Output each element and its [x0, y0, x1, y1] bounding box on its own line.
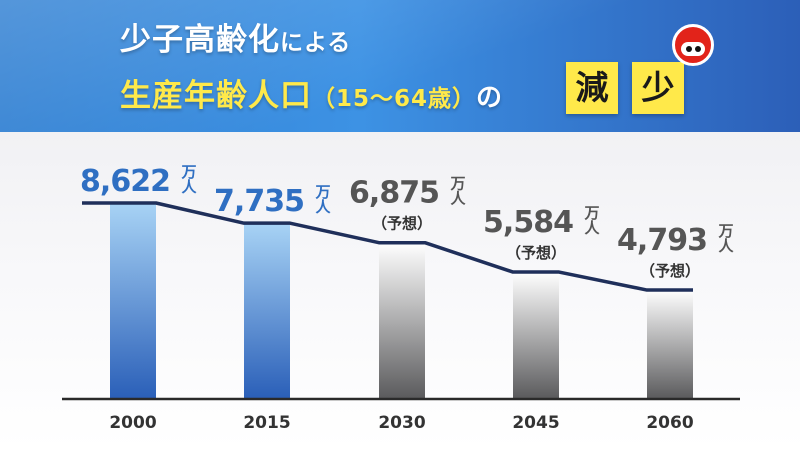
unit-label-nin-2060: 人 [718, 237, 734, 255]
trend-line [82, 201, 693, 292]
title-line-2: 生産年齢人口（15〜64歳）の [120, 70, 503, 115]
x-tick-label-2015: 2015 [243, 413, 290, 433]
x-tick-label-2000: 2000 [109, 413, 156, 433]
unit-label-man-2045: 万 [583, 204, 599, 222]
unit-label-man-2030: 万 [449, 175, 465, 193]
title-banner: 少子高齢化による 生産年齢人口（15〜64歳）の 減 少 [0, 0, 800, 132]
forecast-note-2045: （予想） [506, 244, 566, 262]
mascot-eye-right [695, 46, 701, 52]
bar-2030 [379, 242, 425, 399]
title-highlight-decrease-2: 少 [632, 62, 684, 114]
data-label-2000: 8,622 [80, 164, 170, 199]
x-tick-label-2030: 2030 [378, 413, 425, 433]
unit-label-nin-2000: 人 [181, 178, 197, 196]
bar-2015 [244, 223, 290, 399]
mascot-icon [672, 24, 714, 66]
x-tick-label-2045: 2045 [512, 413, 559, 433]
title-line-1-main: 少子高齢化 [120, 22, 280, 58]
unit-label-nin-2045: 人 [584, 219, 600, 237]
title-line-2-main: 生産年齢人口 [120, 78, 312, 114]
bars-layer [110, 203, 693, 399]
title-age-range: （15〜64歳） [312, 86, 477, 112]
unit-label-man-2000: 万 [180, 163, 196, 181]
title-particle: の [476, 83, 504, 113]
mascot-face [681, 42, 705, 56]
title-line-1-suffix: による [280, 30, 352, 56]
data-label-2015: 7,735 [214, 184, 304, 219]
bar-2000 [110, 203, 156, 399]
unit-label-nin-2030: 人 [450, 190, 466, 208]
unit-label-nin-2015: 人 [315, 198, 331, 216]
data-label-2030: 6,875 [349, 176, 439, 211]
bar-2045 [513, 272, 559, 399]
x-tick-label-2060: 2060 [646, 413, 693, 433]
forecast-note-2060: （予想） [640, 262, 700, 280]
data-label-2060: 4,793 [617, 223, 707, 258]
unit-label-man-2015: 万 [314, 183, 330, 201]
unit-label-man-2060: 万 [717, 222, 733, 240]
mascot-eye-left [686, 46, 692, 52]
data-label-2045: 5,584 [483, 205, 573, 240]
bar-2060 [647, 290, 693, 399]
title-line-1: 少子高齢化による [120, 14, 351, 59]
trend-line-layer [82, 201, 693, 292]
forecast-note-2030: （予想） [372, 215, 432, 233]
title-highlight-decrease-1: 減 [566, 62, 618, 114]
